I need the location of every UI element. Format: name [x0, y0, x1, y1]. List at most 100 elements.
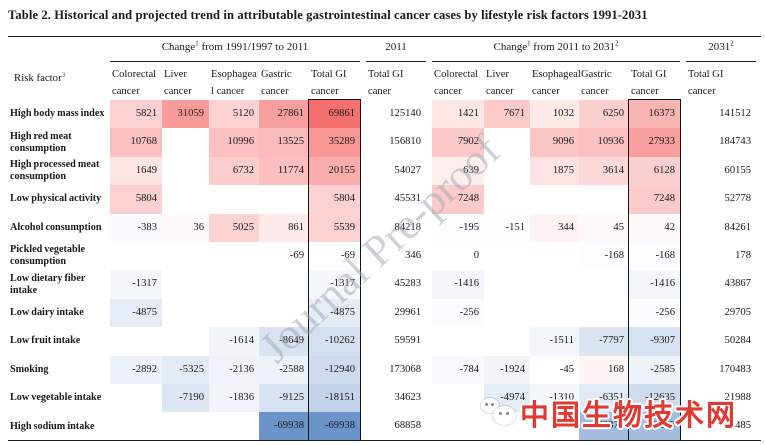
value-cell: 178 [735, 250, 751, 261]
group-underline [432, 61, 680, 63]
value-cell: 35289 [309, 128, 360, 157]
value-cell: 31059 [162, 100, 209, 129]
group-underline [686, 61, 756, 63]
row-label: Low fruit intake [10, 335, 81, 347]
value-cell: -2892 [110, 355, 162, 384]
value-cell: -6351 [579, 384, 629, 413]
row-label: High processed meat consumption [10, 158, 100, 182]
value-cell: 6128 [629, 156, 680, 186]
value-cell: 6732 [209, 156, 259, 186]
column-header: Colorectal cancer [112, 69, 157, 97]
row-label: Pickled vegetable consumption [10, 244, 86, 268]
column-header: Total GI cancer [311, 69, 347, 97]
column-header: Liver cancer [486, 69, 514, 97]
value-cell: -151 [484, 213, 530, 242]
table-top-rule [8, 36, 761, 38]
group-underline [366, 61, 426, 63]
value-cell: 1875 [530, 156, 579, 186]
row-label: High sodium intake [10, 420, 95, 432]
value-cell: 60155 [724, 164, 751, 176]
value-cell: 1421 [432, 100, 484, 129]
value-cell: 84218 [394, 221, 421, 233]
row-label: Low dietary fiber intake [10, 272, 86, 296]
value-cell: -8649 [259, 327, 309, 356]
value-cell: 69861 [309, 100, 360, 129]
value-cell: 11774 [259, 156, 309, 186]
value-cell: 42 [629, 213, 680, 242]
value-cell: 1649 [110, 156, 162, 186]
value-cell: 54027 [394, 164, 421, 176]
value-cell: 59591 [394, 335, 421, 347]
value-cell: 168 [579, 355, 629, 384]
value-cell: -5325 [162, 355, 209, 384]
value-cell: -69 [309, 242, 360, 271]
column-header: Esophageal cancer [532, 69, 581, 97]
value-cell: 0 [473, 250, 479, 261]
value-cell: -168 [629, 242, 680, 271]
value-cell: 36 [162, 213, 209, 242]
row-label: Smoking [10, 363, 49, 375]
value-cell: 16373 [629, 100, 680, 129]
value-cell: 43867 [724, 278, 751, 290]
value-cell: -2588 [259, 355, 309, 384]
row-label: High body mass index [10, 108, 105, 120]
value-cell: 861 [259, 213, 309, 242]
value-cell: -1614 [209, 327, 259, 356]
value-cell: 9096 [530, 128, 579, 157]
value-cell: -4875 [110, 298, 162, 328]
group-underline [110, 61, 360, 63]
risk-factor-header: Risk factor3 [14, 71, 66, 84]
value-cell: 141512 [719, 108, 751, 119]
value-cell: 7902 [432, 128, 484, 157]
value-cell: 45 [579, 213, 629, 242]
value-cell: 5804 [110, 185, 162, 214]
value-cell: -69 [259, 242, 309, 271]
value-cell: 10936 [579, 128, 629, 157]
value-cell: -33373 [629, 412, 680, 441]
value-cell: -2136 [209, 355, 259, 384]
value-cell: -256 [432, 298, 484, 328]
value-cell: -1511 [530, 327, 579, 356]
column-header: Liver cancer [164, 69, 192, 97]
value-cell: -4974 [484, 384, 530, 413]
value-cell: -7797 [579, 327, 629, 356]
value-cell: -256 [629, 298, 680, 328]
value-cell: -9125 [259, 384, 309, 413]
value-cell: -1317 [309, 270, 360, 299]
value-cell: 7671 [484, 100, 530, 129]
value-cell: -1924 [484, 355, 530, 384]
value-cell: -4875 [309, 298, 360, 328]
value-cell: 29705 [724, 306, 751, 318]
value-cell: -7190 [162, 384, 209, 413]
value-cell: -383 [110, 213, 162, 242]
value-cell: 5025 [209, 213, 259, 242]
row-label: Low vegetable intake [10, 392, 102, 404]
value-cell: -168 [579, 242, 629, 271]
column-header: Colorectal cancer [434, 69, 479, 97]
value-cell: 156810 [389, 136, 421, 148]
row-label: Alcohol consumption [10, 221, 102, 233]
row-label: Low physical activity [10, 193, 102, 205]
value-cell: -10262 [309, 327, 360, 356]
value-cell: 1032 [530, 100, 579, 129]
value-cell: 29961 [394, 306, 421, 318]
group-header: Change1 from 1991/1997 to 2011 [161, 40, 309, 53]
value-cell: 7248 [629, 185, 680, 214]
column-header: Gastric cancer [261, 69, 292, 97]
group-header: Change1 from 2011 to 20312 [493, 40, 619, 53]
value-cell: -12635 [629, 384, 680, 413]
value-cell: -1416 [629, 270, 680, 299]
value-cell: 21988 [724, 392, 751, 403]
value-cell: -1310 [530, 384, 579, 413]
value-cell: 6250 [579, 100, 629, 129]
value-cell: 68858 [394, 420, 421, 432]
value-cell: -18151 [309, 384, 360, 413]
column-header: Gastric cancer [581, 69, 612, 97]
column-header: Total GI cancer [688, 69, 724, 97]
value-cell: 639 [432, 156, 484, 186]
group-header: 20312 [708, 40, 734, 53]
value-cell: -12940 [309, 355, 360, 384]
value-cell: 84261 [724, 221, 751, 233]
value-cell: -33373 [579, 412, 629, 441]
value-cell: -9307 [629, 327, 680, 356]
